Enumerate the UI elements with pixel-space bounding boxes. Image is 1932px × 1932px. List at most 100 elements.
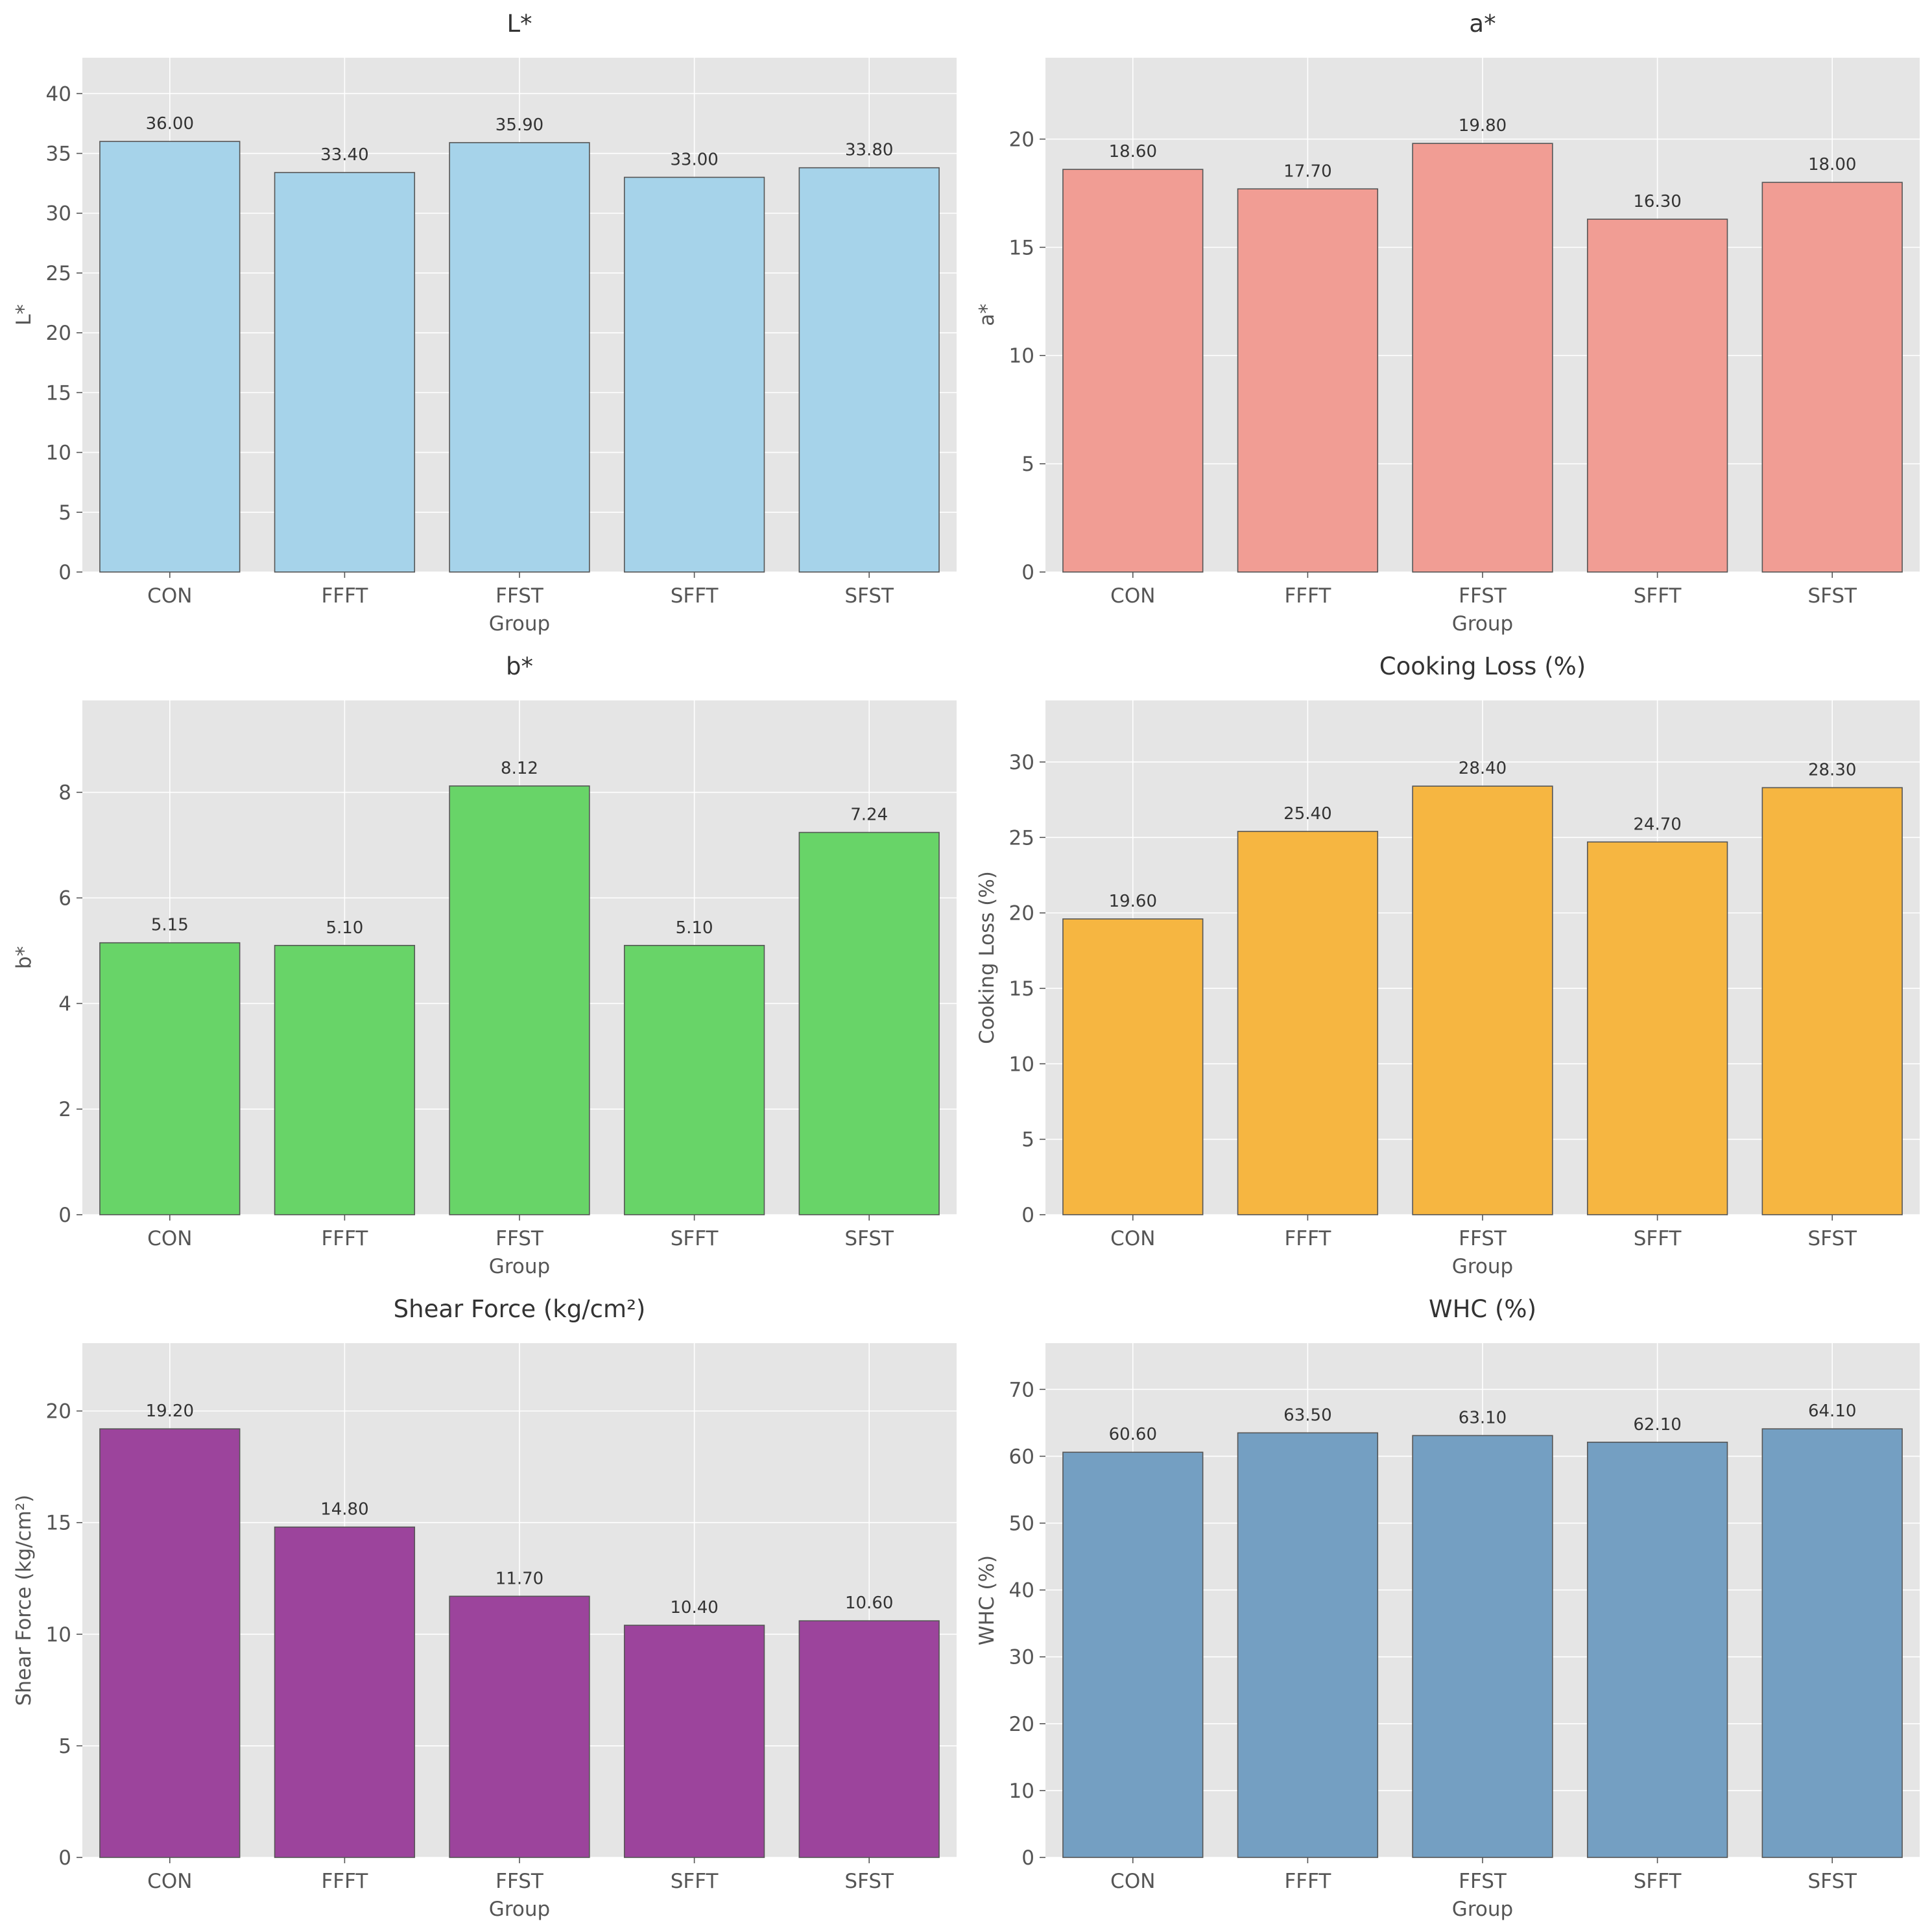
y-tick-label: 20 <box>1009 1713 1034 1736</box>
y-tick-label: 30 <box>1009 751 1034 774</box>
y-tick-label: 10 <box>46 1623 71 1647</box>
chart-panel-1: 0 5 10 15 20 25 30 35 40 36.00 CON 33.40 FFFT 35.90 FF… <box>12 10 957 636</box>
x-axis-label: Group <box>1452 1898 1513 1921</box>
x-tick-label: SFFT <box>671 1870 719 1893</box>
data-label: 28.30 <box>1808 760 1856 780</box>
y-tick-label: 15 <box>1009 977 1034 1001</box>
chart-title: Shear Force (kg/cm²) <box>394 1295 646 1323</box>
data-label: 18.00 <box>1808 155 1856 174</box>
x-tick-label: SFST <box>1807 1227 1857 1250</box>
x-tick-label: FFST <box>1459 1227 1507 1250</box>
data-label: 17.70 <box>1283 161 1331 181</box>
chart-panel-5: 0 5 10 15 20 19.20 CON 14.80 FFFT 11.70 FFST 10.40 S… <box>12 1295 957 1921</box>
data-label: 18.60 <box>1109 142 1157 161</box>
bar-sfft <box>1586 219 1728 573</box>
y-tick-label: 10 <box>46 442 71 465</box>
x-tick-label: SFFT <box>1634 1227 1682 1250</box>
y-tick-label: 5 <box>1021 453 1034 476</box>
x-tick-label: SFST <box>844 1227 894 1250</box>
chart-panel-2: 0 5 10 15 20 18.60 CON 17.70 FFFT 19.80 FFST 16.30 S… <box>975 10 1920 636</box>
chart-panel-6: 0 10 20 30 40 50 60 70 60.60 CON 63.50 FFFT 63.10 FFS… <box>975 1295 1920 1921</box>
data-label: 36.00 <box>146 114 194 134</box>
chart-title: L* <box>507 10 532 38</box>
x-tick-label: FFST <box>495 1870 544 1893</box>
data-label: 35.90 <box>495 115 543 135</box>
data-label: 10.40 <box>670 1598 718 1617</box>
x-axis-label: Group <box>1452 612 1513 636</box>
y-tick-label: 0 <box>1021 561 1034 584</box>
y-tick-label: 6 <box>58 887 71 910</box>
chart-title: a* <box>1469 10 1496 38</box>
bar-con <box>1062 918 1204 1215</box>
data-label: 28.40 <box>1459 759 1507 778</box>
x-tick-label: SFST <box>1807 584 1857 608</box>
x-tick-label: FFFT <box>321 1227 368 1250</box>
bar-ffft <box>274 172 416 573</box>
y-tick-label: 0 <box>58 1846 71 1870</box>
bar-ffst <box>1412 1435 1553 1858</box>
data-label: 63.10 <box>1459 1408 1507 1427</box>
y-tick-label: 15 <box>46 1512 71 1535</box>
bar-con <box>1062 169 1204 573</box>
bar-ffst <box>449 142 590 573</box>
data-label: 62.10 <box>1633 1415 1681 1435</box>
y-tick-label: 15 <box>46 381 71 405</box>
data-label: 5.10 <box>676 918 713 938</box>
bar-sfst <box>1761 1428 1903 1858</box>
bar-ffst <box>449 785 590 1215</box>
x-tick-label: SFFT <box>1634 1870 1682 1893</box>
y-axis-label: WHC (%) <box>975 1555 999 1645</box>
bar-sfst <box>1761 787 1903 1215</box>
x-axis-label: Group <box>1452 1255 1513 1278</box>
x-tick-label: FFST <box>1459 584 1507 608</box>
data-label: 64.10 <box>1808 1401 1856 1421</box>
y-tick-label: 8 <box>58 781 71 805</box>
y-tick-label: 20 <box>46 1400 71 1424</box>
data-label: 24.70 <box>1633 815 1681 834</box>
x-axis-label: Group <box>489 1898 550 1921</box>
bar-con <box>1062 1451 1204 1858</box>
y-tick-label: 20 <box>46 322 71 345</box>
x-axis-label: Group <box>489 1255 550 1278</box>
chart-panel-3: 0 2 4 6 8 5.15 CON 5.10 FFFT 8.12 FFST 5.10 SFFT 7.24… <box>12 652 957 1278</box>
data-label: 5.15 <box>151 916 189 935</box>
bar-sfst <box>1761 182 1903 573</box>
bar-sfst <box>798 1620 940 1858</box>
y-tick-label: 10 <box>1009 344 1034 368</box>
bar-sfst <box>798 167 940 573</box>
y-axis-label: a* <box>975 304 999 326</box>
data-label: 25.40 <box>1283 804 1331 824</box>
x-tick-label: SFFT <box>671 584 719 608</box>
x-tick-label: FFST <box>1459 1870 1507 1893</box>
y-tick-label: 20 <box>1009 902 1034 925</box>
data-label: 19.60 <box>1109 892 1157 911</box>
data-label: 16.30 <box>1633 192 1681 211</box>
bar-sfft <box>1586 841 1728 1215</box>
y-axis-label: b* <box>12 946 36 969</box>
y-tick-label: 70 <box>1009 1378 1034 1401</box>
x-tick-label: FFFT <box>321 1870 368 1893</box>
x-tick-label: CON <box>1110 1227 1155 1250</box>
y-tick-label: 0 <box>58 561 71 584</box>
bar-con <box>99 942 241 1215</box>
x-axis-label: Group <box>489 612 550 636</box>
y-tick-label: 35 <box>46 143 71 166</box>
x-tick-label: SFFT <box>1634 584 1682 608</box>
bar-sfft <box>623 176 765 573</box>
x-tick-label: FFST <box>495 584 544 608</box>
x-tick-label: SFST <box>844 584 894 608</box>
y-tick-label: 30 <box>1009 1646 1034 1669</box>
y-tick-label: 40 <box>46 82 71 106</box>
bar-con <box>99 141 241 573</box>
x-tick-label: SFST <box>844 1870 894 1893</box>
x-tick-label: CON <box>1110 1870 1155 1893</box>
bar-ffst <box>449 1595 590 1858</box>
data-label: 11.70 <box>495 1569 543 1588</box>
y-tick-label: 10 <box>1009 1780 1034 1803</box>
y-axis-label: Cooking Loss (%) <box>975 871 999 1044</box>
bar-con <box>99 1428 241 1858</box>
y-tick-label: 50 <box>1009 1512 1034 1536</box>
y-tick-label: 0 <box>58 1204 71 1227</box>
bar-ffft <box>1237 188 1379 573</box>
data-label: 63.50 <box>1283 1405 1331 1425</box>
